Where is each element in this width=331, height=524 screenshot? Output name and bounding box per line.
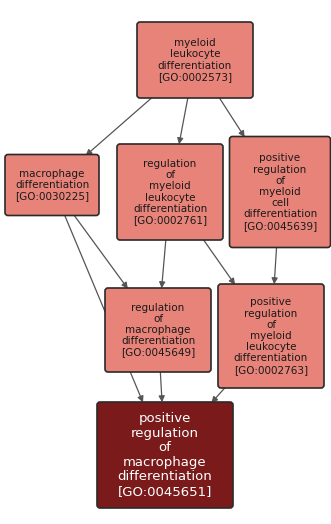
FancyBboxPatch shape xyxy=(117,144,223,240)
Text: positive
regulation
of
myeloid
cell
differentiation
[GO:0045639]: positive regulation of myeloid cell diff… xyxy=(243,154,317,231)
FancyBboxPatch shape xyxy=(229,136,330,247)
FancyBboxPatch shape xyxy=(97,402,233,508)
Text: positive
regulation
of
macrophage
differentiation
[GO:0045651]: positive regulation of macrophage differ… xyxy=(118,412,213,498)
FancyBboxPatch shape xyxy=(218,284,324,388)
Text: regulation
of
macrophage
differentiation
[GO:0045649]: regulation of macrophage differentiation… xyxy=(121,302,195,357)
Text: positive
regulation
of
myeloid
leukocyte
differentiation
[GO:0002763]: positive regulation of myeloid leukocyte… xyxy=(234,298,308,375)
FancyBboxPatch shape xyxy=(137,22,253,98)
Text: regulation
of
myeloid
leukocyte
differentiation
[GO:0002761]: regulation of myeloid leukocyte differen… xyxy=(133,159,207,225)
FancyBboxPatch shape xyxy=(105,288,211,372)
FancyBboxPatch shape xyxy=(5,155,99,215)
Text: myeloid
leukocyte
differentiation
[GO:0002573]: myeloid leukocyte differentiation [GO:00… xyxy=(158,38,232,82)
Text: macrophage
differentiation
[GO:0030225]: macrophage differentiation [GO:0030225] xyxy=(15,169,89,201)
